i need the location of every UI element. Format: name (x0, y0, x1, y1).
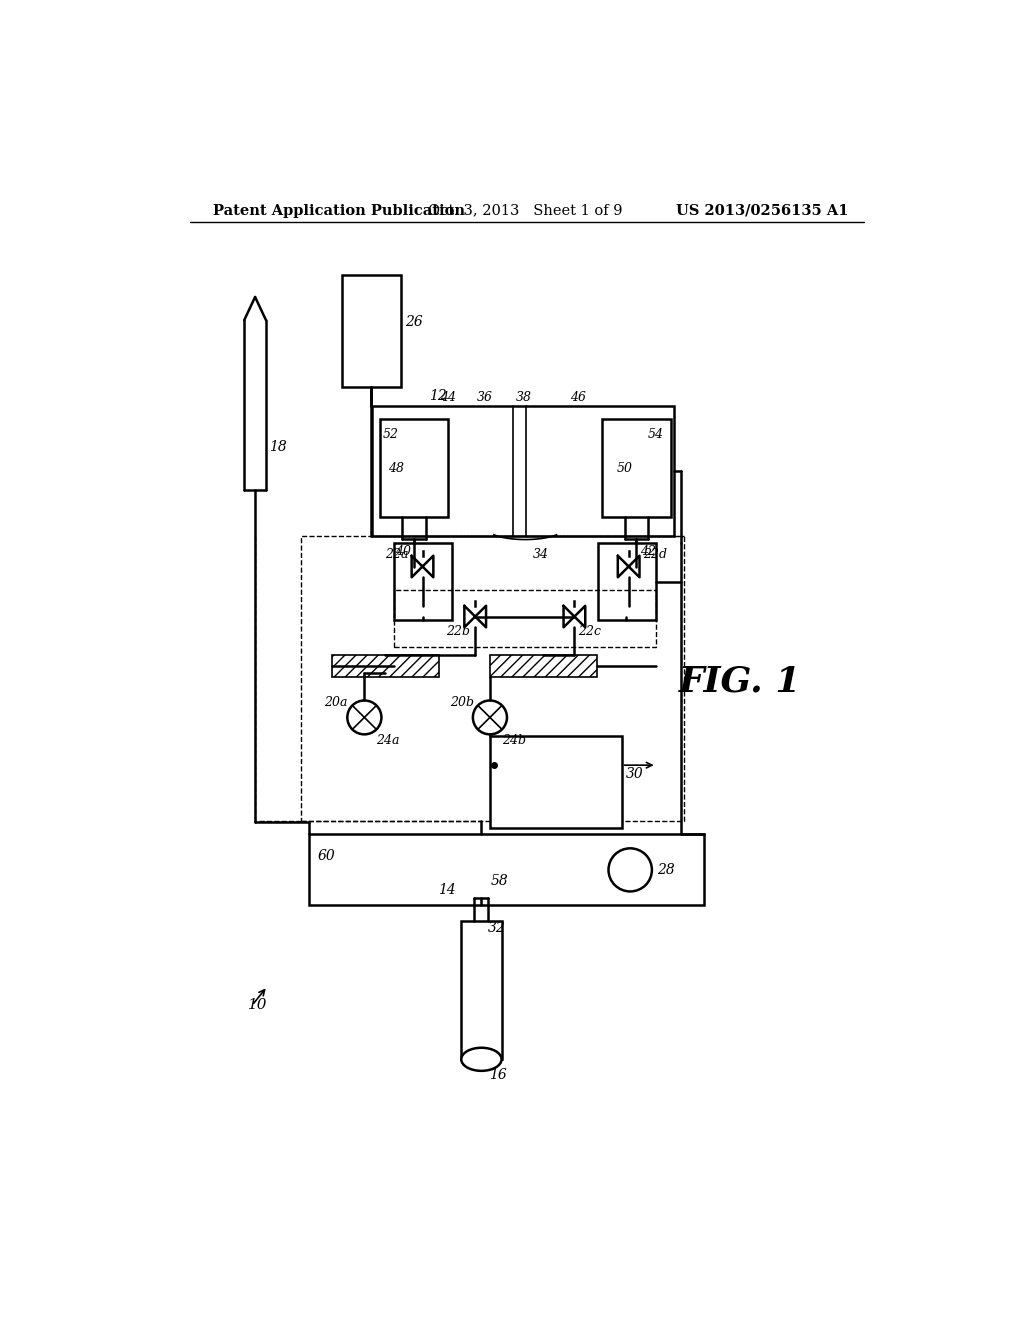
Text: FIG. 1: FIG. 1 (679, 665, 802, 700)
Text: 24a: 24a (376, 734, 399, 747)
Text: 44: 44 (439, 391, 456, 404)
Bar (380, 418, 449, 517)
Text: 16: 16 (489, 1068, 507, 1081)
Text: 18: 18 (269, 440, 287, 454)
Text: 40: 40 (394, 545, 411, 558)
Ellipse shape (461, 1048, 502, 1071)
Text: 24b: 24b (502, 734, 525, 747)
Text: US 2013/0256135 A1: US 2013/0256135 A1 (676, 203, 849, 218)
Text: 34: 34 (532, 548, 549, 561)
Text: 58: 58 (490, 874, 509, 887)
Bar (598, 544, 655, 620)
Text: 22b: 22b (445, 626, 470, 639)
Bar (342, 276, 400, 387)
Text: 42: 42 (640, 545, 656, 558)
Text: 14: 14 (438, 883, 456, 896)
Text: 12: 12 (429, 388, 446, 403)
Bar (372, 407, 675, 536)
Text: 22a: 22a (385, 548, 409, 561)
Text: 22d: 22d (643, 548, 667, 561)
Bar (308, 834, 703, 906)
Text: 28: 28 (657, 863, 675, 876)
Text: 10: 10 (248, 998, 267, 1012)
Text: 22c: 22c (579, 626, 601, 639)
Text: 38: 38 (515, 391, 531, 404)
Bar (394, 544, 452, 620)
Text: 26: 26 (404, 314, 423, 329)
Bar (332, 655, 438, 677)
Text: 46: 46 (569, 391, 586, 404)
Text: 48: 48 (388, 462, 403, 475)
Bar (461, 921, 502, 1059)
Text: 50: 50 (616, 462, 632, 475)
Text: 30: 30 (626, 767, 643, 781)
Bar (301, 536, 684, 821)
Bar (602, 418, 671, 517)
Text: 36: 36 (477, 391, 493, 404)
Text: 20a: 20a (324, 696, 347, 709)
Text: 60: 60 (317, 849, 336, 863)
Text: 52: 52 (383, 428, 399, 441)
Text: Oct. 3, 2013   Sheet 1 of 9: Oct. 3, 2013 Sheet 1 of 9 (428, 203, 622, 218)
Text: 54: 54 (647, 428, 664, 441)
Bar (489, 655, 597, 677)
Text: 32: 32 (487, 921, 506, 936)
Bar (394, 590, 655, 647)
Bar (489, 737, 622, 829)
Text: Patent Application Publication: Patent Application Publication (213, 203, 465, 218)
Text: 20b: 20b (450, 696, 474, 709)
